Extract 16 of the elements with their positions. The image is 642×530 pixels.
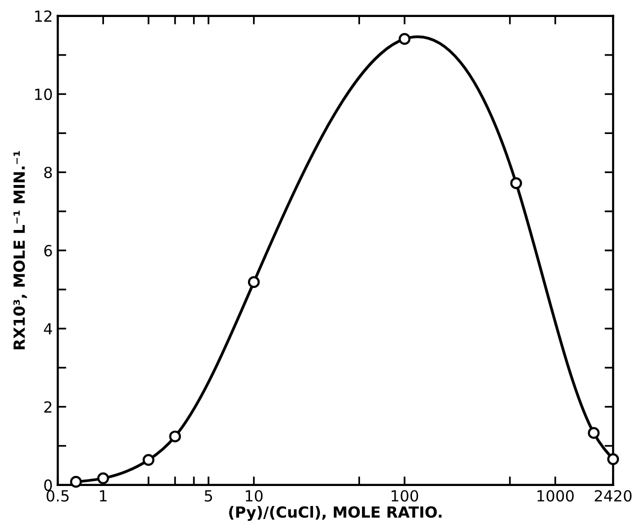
y-tick-label: 12 (35, 10, 52, 22)
x-tick-label: 1 (100, 490, 107, 502)
y-axis-title: RX10³, MOLE L⁻¹ MIN.⁻¹ (13, 151, 27, 350)
y-tick-label: 8 (44, 166, 52, 178)
x-tick-label: 0.5 (46, 490, 69, 502)
x-tick-label: 100 (392, 490, 418, 502)
x-tick-label: 10 (246, 490, 263, 502)
y-tick-label: 0 (44, 479, 52, 491)
x-tick-label: 1000 (538, 490, 574, 502)
y-tick-label: 6 (44, 244, 52, 256)
y-tick-label: 10 (35, 88, 52, 100)
x-tick-label: 5 (204, 490, 212, 502)
y-tick-label: 4 (44, 323, 52, 334)
x-tick-label: 2420 (594, 490, 632, 502)
x-axis-title: (Py)/(CuCl), MOLE RATIO. (229, 506, 442, 521)
y-tick-label: 2 (44, 401, 52, 413)
